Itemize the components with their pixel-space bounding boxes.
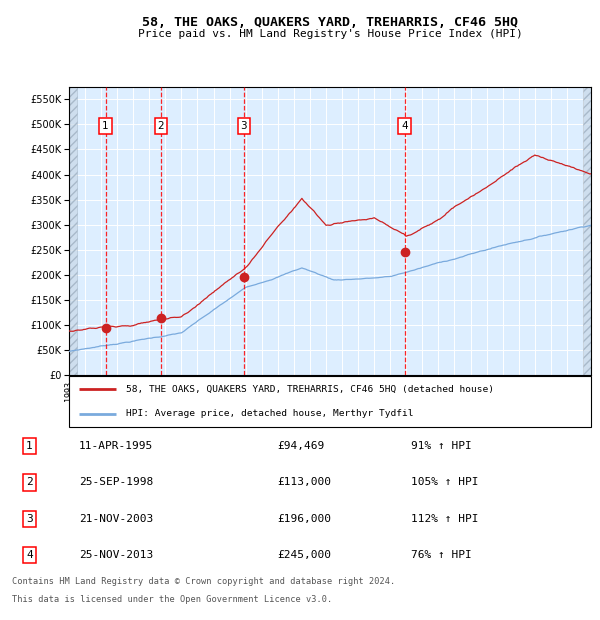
Text: This data is licensed under the Open Government Licence v3.0.: This data is licensed under the Open Gov…: [12, 595, 332, 604]
Text: 91% ↑ HPI: 91% ↑ HPI: [410, 441, 472, 451]
Text: 105% ↑ HPI: 105% ↑ HPI: [410, 477, 478, 487]
Text: £196,000: £196,000: [277, 514, 331, 524]
Text: £94,469: £94,469: [277, 441, 324, 451]
Text: 11-APR-1995: 11-APR-1995: [79, 441, 153, 451]
Text: 58, THE OAKS, QUAKERS YARD, TREHARRIS, CF46 5HQ: 58, THE OAKS, QUAKERS YARD, TREHARRIS, C…: [142, 16, 518, 29]
Text: 2: 2: [26, 477, 33, 487]
Text: 4: 4: [26, 551, 33, 560]
Text: 3: 3: [26, 514, 33, 524]
Text: Price paid vs. HM Land Registry's House Price Index (HPI): Price paid vs. HM Land Registry's House …: [137, 29, 523, 39]
Text: £113,000: £113,000: [277, 477, 331, 487]
Text: £245,000: £245,000: [277, 551, 331, 560]
Text: 2: 2: [158, 121, 164, 131]
Text: 58, THE OAKS, QUAKERS YARD, TREHARRIS, CF46 5HQ (detached house): 58, THE OAKS, QUAKERS YARD, TREHARRIS, C…: [127, 385, 494, 394]
Text: HPI: Average price, detached house, Merthyr Tydfil: HPI: Average price, detached house, Mert…: [127, 409, 414, 418]
Text: 3: 3: [241, 121, 247, 131]
Text: 1: 1: [26, 441, 33, 451]
FancyBboxPatch shape: [69, 376, 591, 427]
Text: Contains HM Land Registry data © Crown copyright and database right 2024.: Contains HM Land Registry data © Crown c…: [12, 577, 395, 586]
Text: 1: 1: [103, 121, 109, 131]
Text: 25-NOV-2013: 25-NOV-2013: [79, 551, 153, 560]
Text: 112% ↑ HPI: 112% ↑ HPI: [410, 514, 478, 524]
Bar: [583, 87, 591, 375]
Text: 4: 4: [401, 121, 408, 131]
Text: 76% ↑ HPI: 76% ↑ HPI: [410, 551, 472, 560]
Text: 21-NOV-2003: 21-NOV-2003: [79, 514, 153, 524]
Bar: [69, 87, 77, 375]
Text: 25-SEP-1998: 25-SEP-1998: [79, 477, 153, 487]
